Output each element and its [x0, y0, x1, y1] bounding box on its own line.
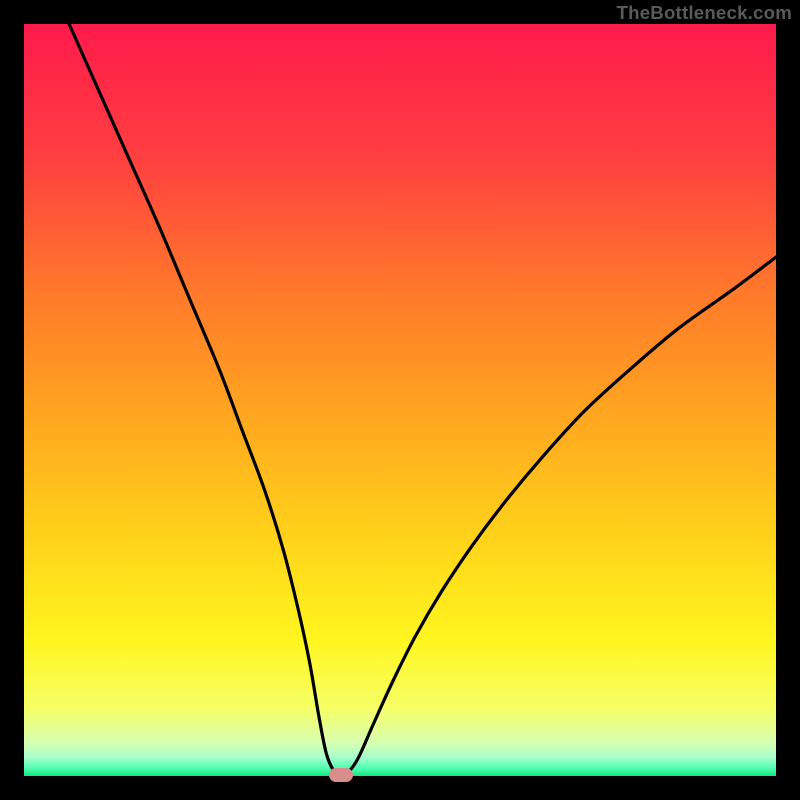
plot-area — [24, 24, 776, 776]
chart-frame: TheBottleneck.com — [0, 0, 800, 800]
bottleneck-curve-svg — [24, 24, 776, 776]
optimum-marker — [329, 768, 353, 782]
bottleneck-curve — [69, 24, 776, 775]
watermark-text: TheBottleneck.com — [617, 2, 793, 24]
